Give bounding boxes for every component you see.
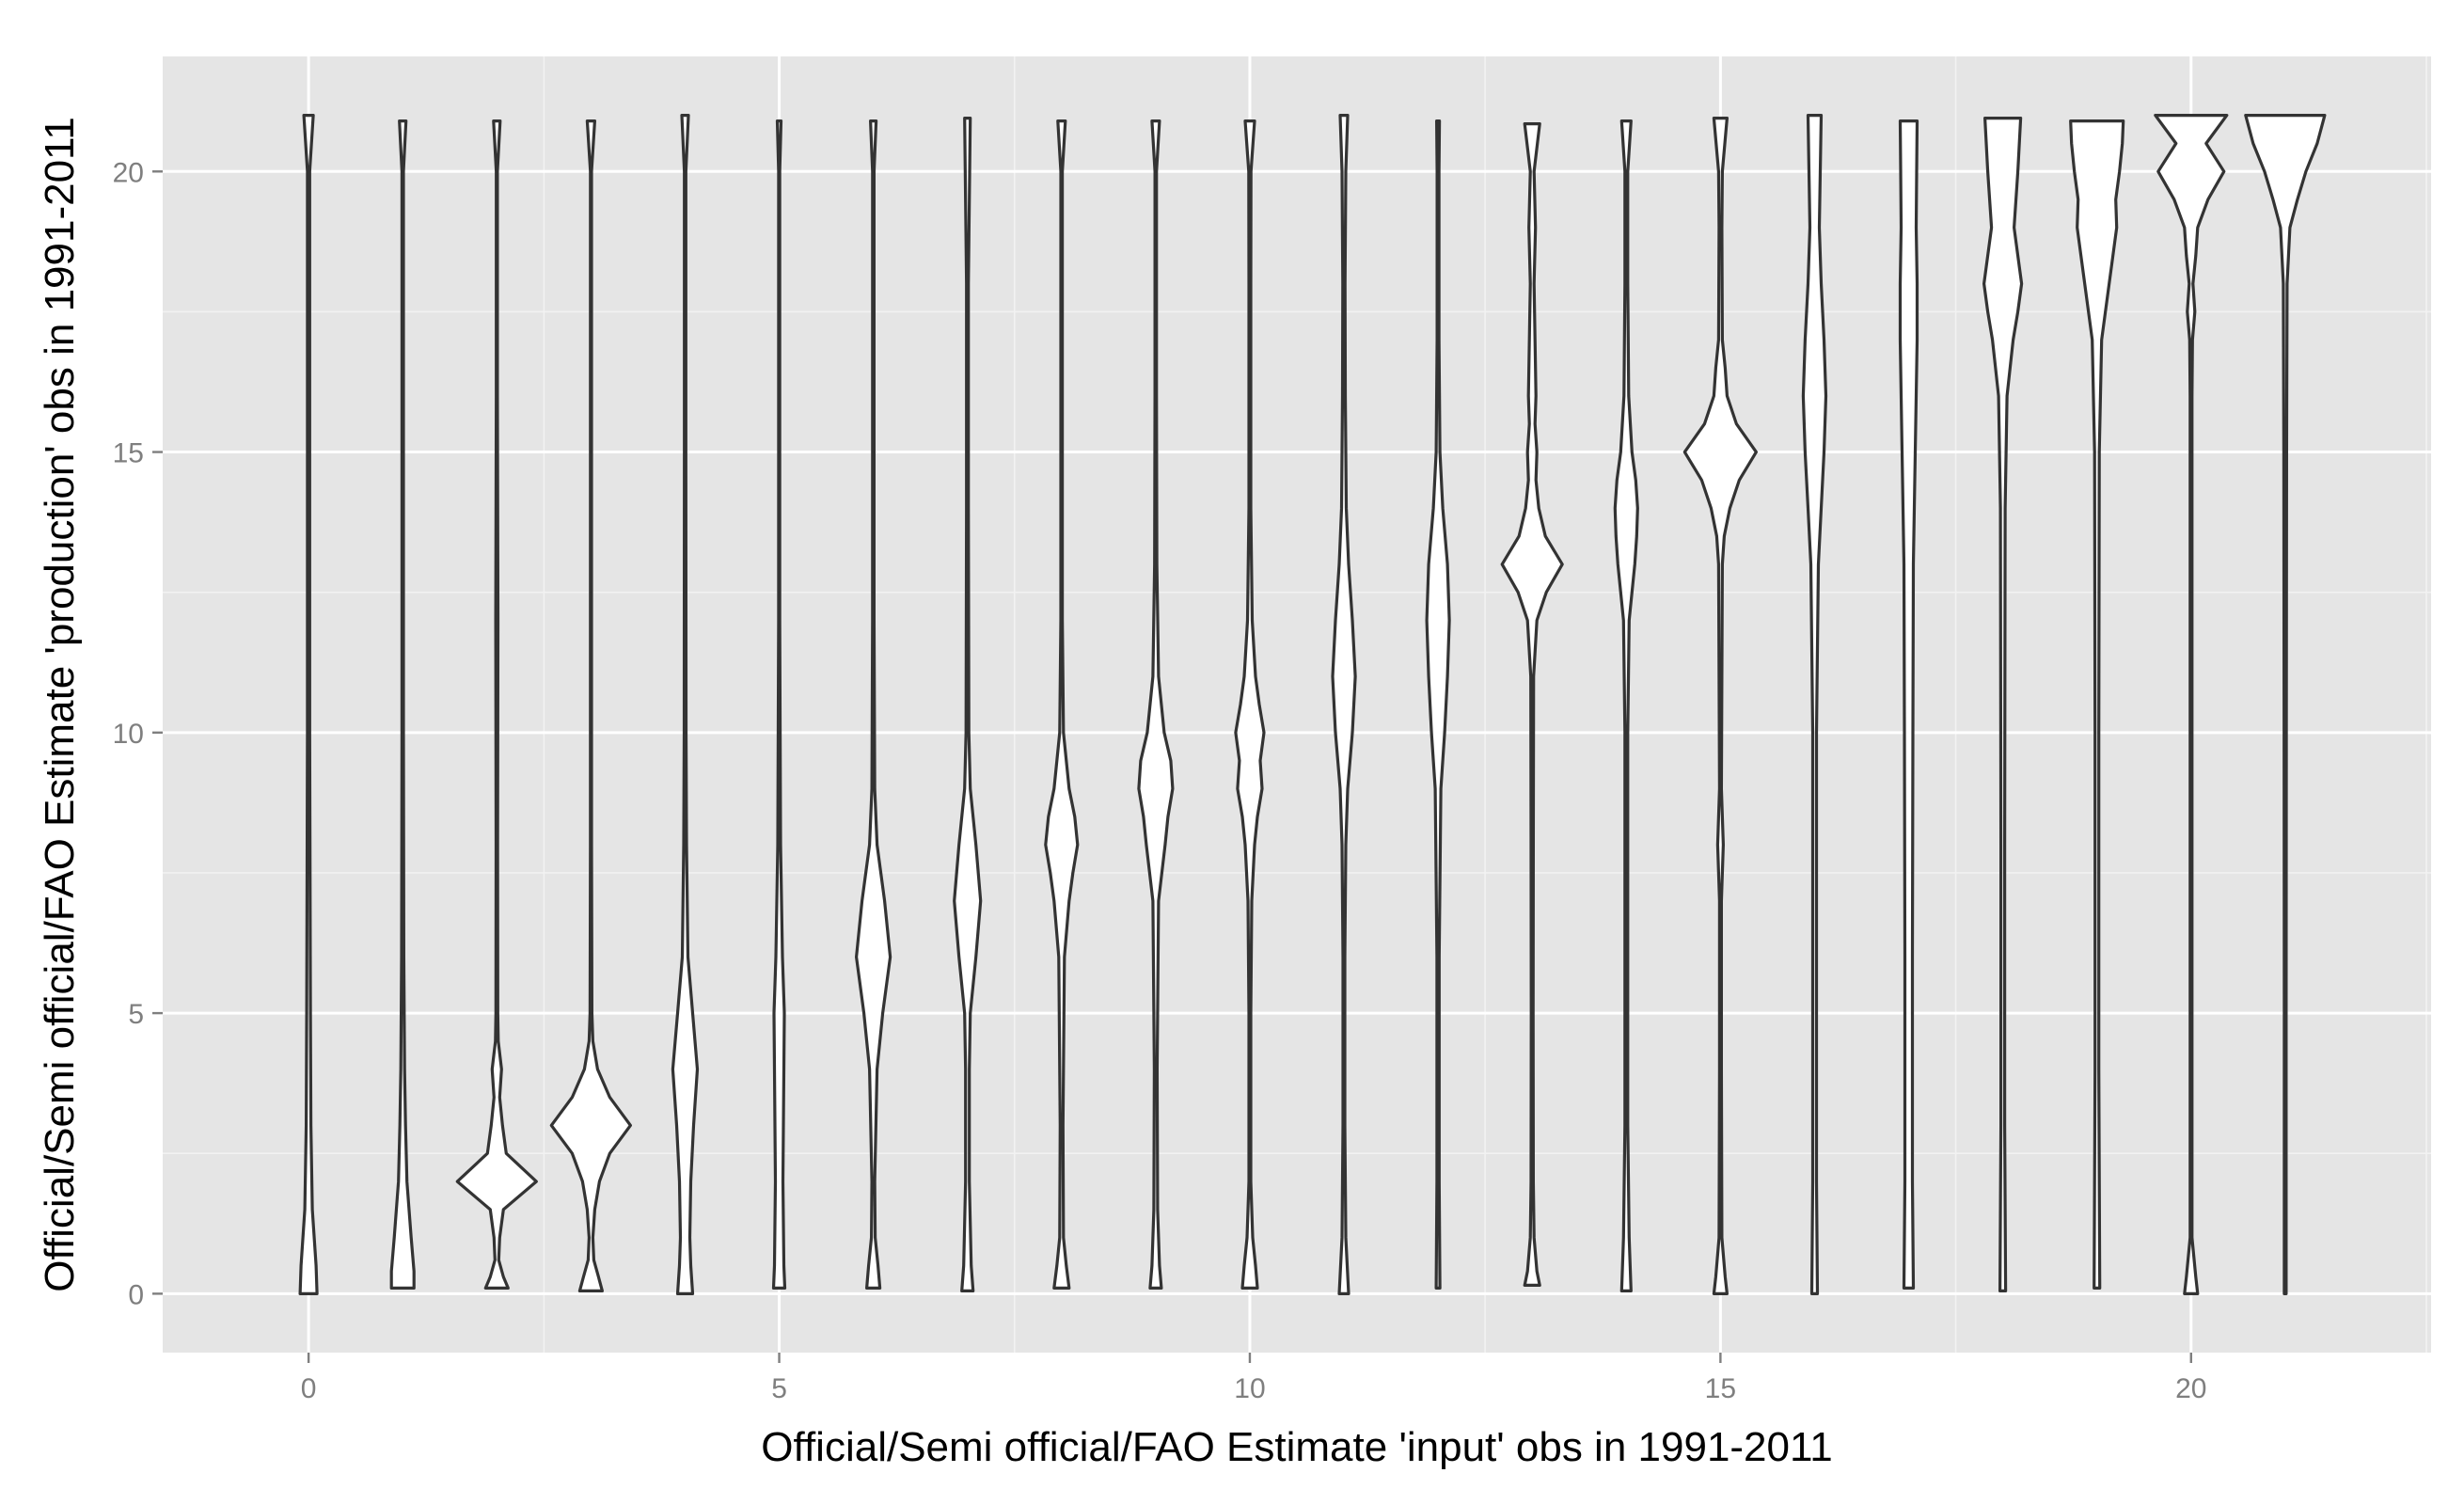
y-axis-title: Official/Semi official/FAO Estimate 'pro… <box>37 117 83 1291</box>
violin-x-12 <box>1425 119 1451 1290</box>
violin-x-17 <box>1898 119 1919 1290</box>
plot-panel <box>163 56 2431 1353</box>
y-tick-label: 0 <box>128 1279 144 1310</box>
violin-x-5 <box>771 119 787 1290</box>
x-tick-label: 20 <box>2175 1373 2206 1404</box>
violins <box>298 114 2327 1295</box>
x-tick-label: 0 <box>301 1373 317 1404</box>
y-tick-label: 15 <box>113 438 144 469</box>
violin-x-9 <box>1137 119 1175 1290</box>
violin-x-18 <box>1982 117 2024 1292</box>
y-tick-label: 10 <box>113 719 144 750</box>
violin-x-0 <box>298 114 319 1295</box>
violin-x-11 <box>1331 114 1357 1295</box>
x-tick-label: 15 <box>1705 1373 1736 1404</box>
violin-x-20 <box>2154 114 2229 1295</box>
minor-gridlines <box>163 56 2431 1353</box>
violin-x-8 <box>1044 119 1080 1290</box>
y-axis: 0 5 10 15 20 <box>113 157 163 1310</box>
x-axis-title: Official/Semi official/FAO Estimate 'inp… <box>761 1424 1832 1470</box>
y-tick-label: 5 <box>128 999 144 1030</box>
violin-x-7 <box>953 117 983 1292</box>
violin-x-6 <box>855 119 892 1290</box>
violin-x-3 <box>549 119 632 1292</box>
y-tick-label: 20 <box>113 157 144 188</box>
violin-x-13 <box>1500 122 1564 1287</box>
violin-x-4 <box>671 114 700 1295</box>
x-tick-label: 10 <box>1234 1373 1265 1404</box>
violin-x-2 <box>455 119 538 1290</box>
violin-x-21 <box>2244 114 2327 1295</box>
x-tick-label: 5 <box>771 1373 787 1404</box>
violin-x-19 <box>2069 119 2125 1290</box>
violin-x-10 <box>1234 119 1266 1290</box>
violin-x-14 <box>1613 119 1639 1292</box>
violin-x-1 <box>389 119 416 1290</box>
violin-x-16 <box>1801 114 1828 1295</box>
violin-x-15 <box>1682 117 1758 1295</box>
x-axis: 0 5 10 15 20 <box>301 1353 2206 1404</box>
